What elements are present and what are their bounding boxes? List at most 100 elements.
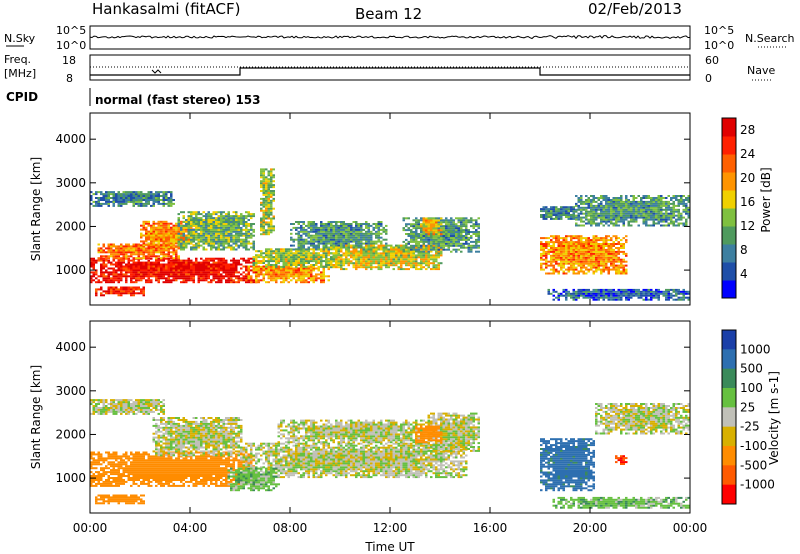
heatmap-cell [557,245,560,247]
heatmap-cell [262,252,265,255]
heatmap-cell [117,277,120,280]
heatmap-cell [152,222,155,225]
heatmap-cell [227,244,230,247]
heatmap-cell [265,195,268,198]
heatmap-cell [157,240,160,243]
heatmap-cell [300,234,303,237]
heatmap-cell [215,223,218,225]
nsky-series-line [89,35,690,40]
heatmap-cell [340,262,343,264]
heatmap-cell [182,275,185,278]
heatmap-cell [352,266,355,269]
heatmap-cell [550,254,553,257]
heatmap-cell [350,232,353,235]
heatmap-cell [590,222,593,225]
heatmap-cell [162,199,165,201]
heatmap-cell [217,221,220,223]
heatmap-cell [320,232,323,235]
heatmap-cell [120,200,123,203]
heatmap-cell [390,264,393,267]
heatmap-cell [235,281,238,284]
heatmap-cell [127,261,130,264]
heatmap-cell [290,258,293,261]
heatmap-cell [457,235,460,237]
heatmap-cell [587,200,590,203]
heatmap-cell [277,250,280,253]
heatmap-cell [322,252,325,255]
heatmap-cell [180,269,183,272]
heatmap-cell [557,262,560,265]
heatmap-cell [575,256,578,259]
heatmap-cell [392,260,395,263]
heatmap-cell [162,204,165,207]
heatmap-cell [180,228,183,231]
heatmap-cell [252,256,255,259]
heatmap-cell [155,199,158,201]
heatmap-cell [337,226,340,229]
heatmap-cell [177,223,180,225]
heatmap-cell [637,206,640,209]
heatmap-cell [662,214,665,217]
heatmap-cell [305,262,308,264]
heatmap-cell [220,277,223,280]
heatmap-cell [132,243,135,246]
heatmap-cell [297,234,300,237]
heatmap-cell [212,261,215,264]
heatmap-cell [362,260,365,263]
heatmap-cell [560,214,563,216]
heatmap-cell [340,250,343,253]
heatmap-cell [275,252,278,255]
heatmap-cell [147,273,150,276]
heatmap-cell [450,250,453,253]
heatmap-cell [222,238,225,241]
heatmap-cell [127,195,130,197]
heatmap-cell [410,231,413,233]
heatmap-cell [297,277,300,280]
heatmap-cell [585,212,588,215]
heatmap-cell [172,251,175,254]
heatmap-cell [262,193,265,196]
freq-blip [151,69,162,74]
heatmap-cell [152,243,155,246]
heatmap-cell [162,242,165,245]
heatmap-cell [315,258,318,261]
heatmap-cell [345,246,348,249]
heatmap-cell [205,219,208,221]
heatmap-cell [140,290,143,293]
heatmap-cell [247,261,250,264]
heatmap-cell [135,251,138,254]
heatmap-cell [572,272,575,275]
heatmap-cell [650,216,653,219]
heatmap-cell [405,262,408,265]
heatmap-cell [682,200,685,203]
heatmap-cell [437,217,440,220]
heatmap-cell [555,208,558,211]
heatmap-cell [265,176,268,179]
heatmap-cell [440,250,443,253]
heatmap-cell [592,195,595,197]
heatmap-cell [460,242,463,245]
heatmap-cell [595,222,598,225]
heatmap-cell [255,265,258,268]
heatmap-cell [150,279,153,282]
heatmap-cell [570,206,573,209]
heatmap-cell [172,230,175,233]
heatmap-cell [100,292,103,295]
heatmap-cell [580,199,583,201]
heatmap-cell [572,216,575,218]
heatmap-cell [387,244,390,247]
heatmap-cell [475,229,478,232]
heatmap-cell [120,267,123,270]
heatmap-cell [272,279,275,282]
heatmap-cell [427,221,430,224]
heatmap-cell [225,263,228,266]
heatmap-cell [395,250,398,253]
heatmap-cell [365,232,368,235]
heatmap-cell [280,256,283,259]
heatmap-cell [140,246,143,249]
heatmap-cell [460,223,463,226]
nsky-strip-frame [89,25,691,50]
heatmap-cell [315,244,318,247]
heatmap-cell [635,200,638,203]
heatmap-cell [302,265,305,268]
